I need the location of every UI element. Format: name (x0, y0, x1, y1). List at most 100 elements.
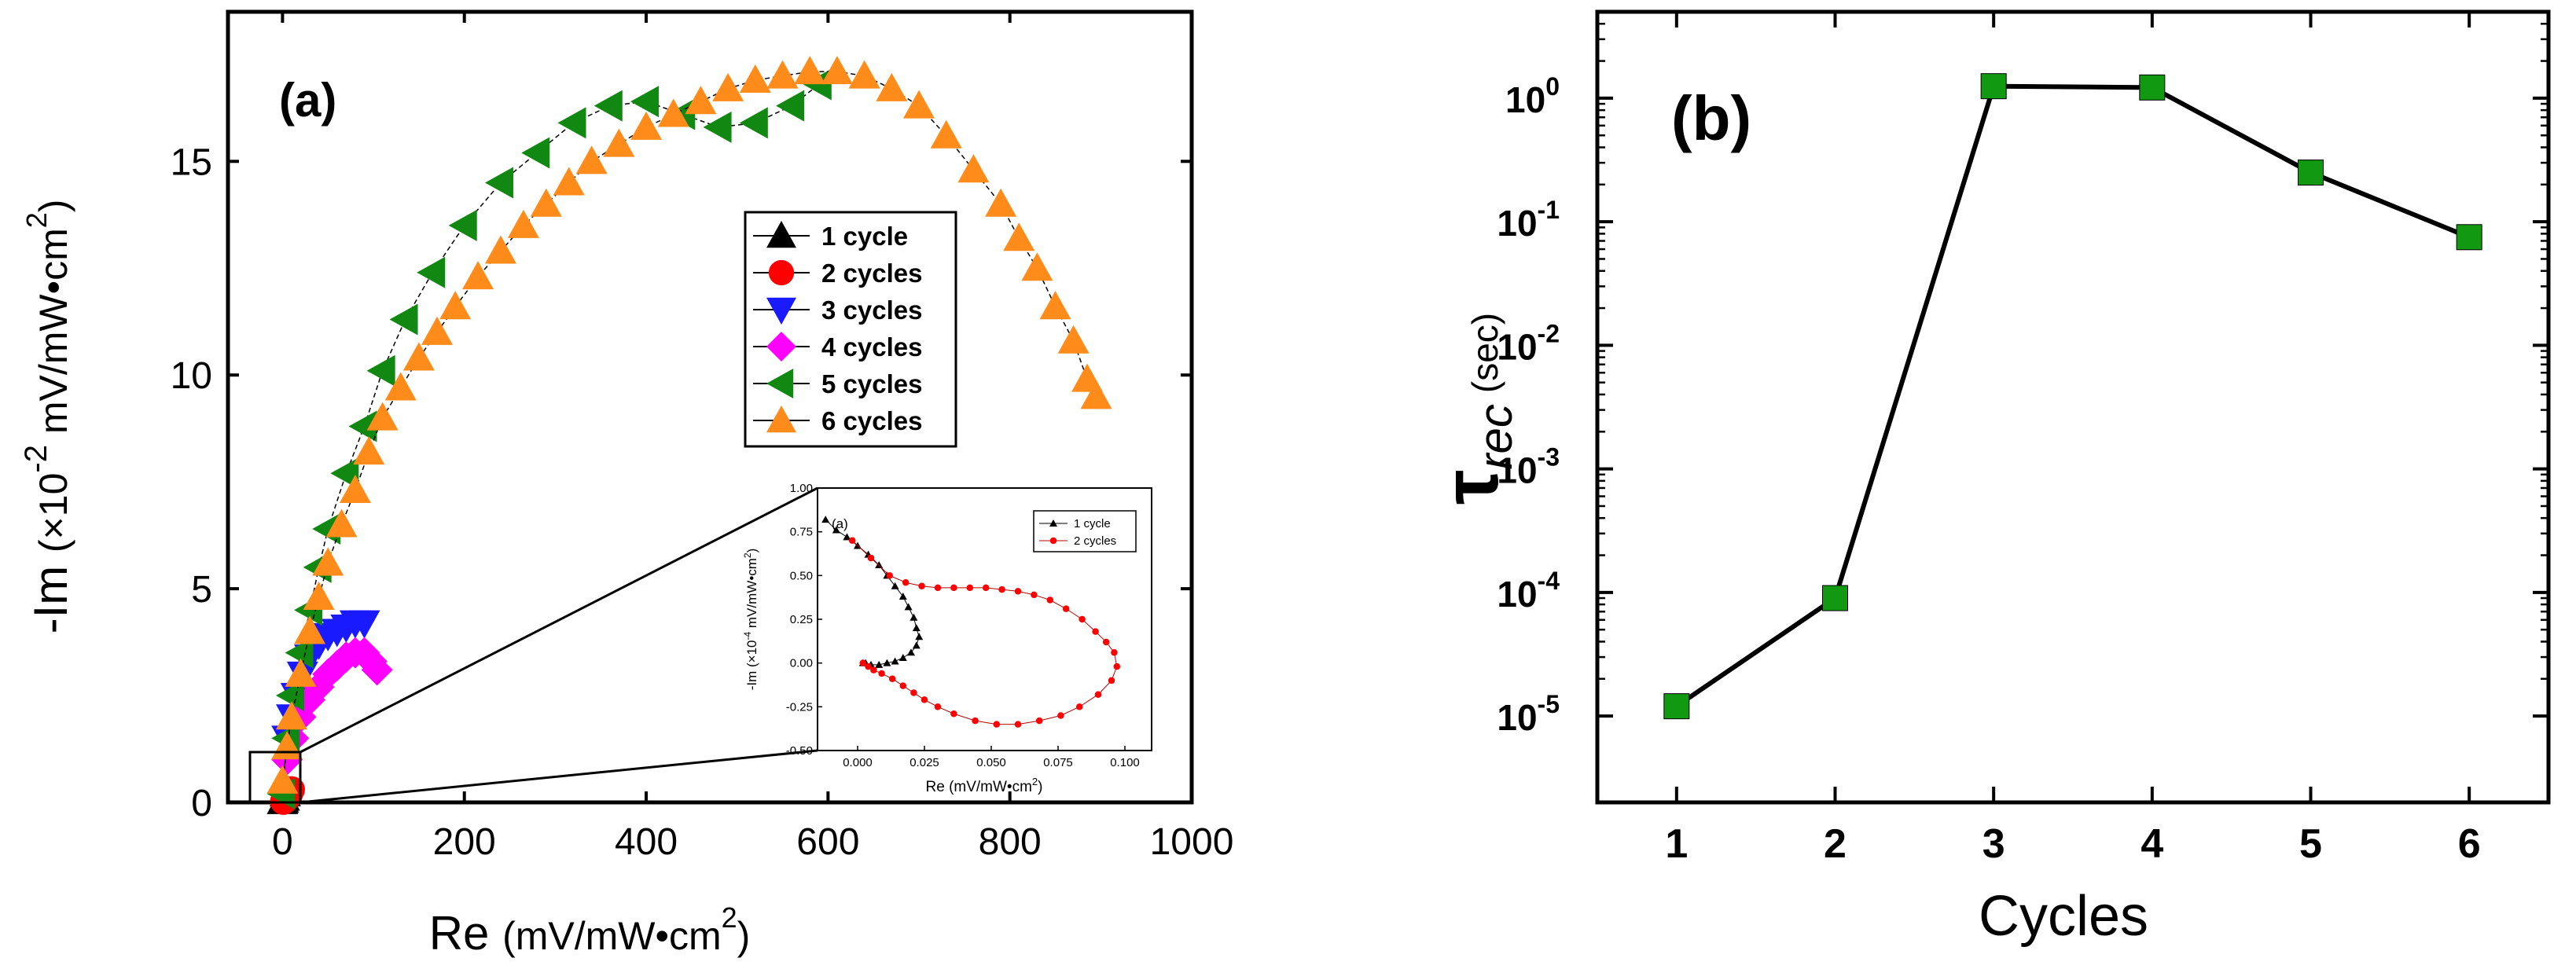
inset-ticks: 0.000 0.025 0.050 0.075 0.100 -0.50 -0.25 0.00 0… (786, 482, 1140, 769)
inset-data-point (1079, 615, 1086, 623)
inset-data-point (878, 670, 885, 677)
legend-box (744, 211, 957, 448)
data-point (521, 137, 550, 169)
inset-data-point (993, 721, 1001, 728)
zoom-connector-bottom (299, 749, 818, 804)
inset-y-tick-label: -0.50 (786, 744, 813, 758)
data-point (739, 64, 771, 94)
b-data-point (2298, 160, 2324, 186)
inset-series (821, 516, 1121, 728)
inset-data-point (875, 660, 884, 668)
b-y-tick-label: 10-3 (1497, 443, 1560, 491)
inset-data-point (950, 710, 957, 718)
data-point (766, 60, 799, 89)
inset-y-tick-label: 0.25 (790, 613, 813, 626)
data-point (703, 111, 732, 143)
panel-a-x-axis-title: Re (mV/mW•cm2) (429, 901, 751, 960)
data-point (285, 637, 314, 669)
data-point (417, 256, 446, 288)
inset-data-point (982, 584, 990, 592)
data-point (312, 547, 344, 576)
inset-data-point (899, 682, 907, 689)
inset-legend-label: 1 cycle (1074, 517, 1111, 530)
b-data-point (1663, 693, 1690, 720)
legend-marker (766, 221, 796, 248)
panel-a-series (266, 56, 1112, 815)
data-point (530, 188, 562, 217)
inset-x-tick-label: 0.025 (910, 756, 939, 769)
legend-marker (766, 332, 796, 362)
legend-marker (766, 297, 796, 325)
inset-data-point (972, 717, 979, 725)
b-x-tick-label: 1 (1665, 821, 1688, 867)
panel-a-label: (a) (279, 74, 336, 127)
b-y-tick-exp: 0 (1545, 72, 1560, 101)
data-point (348, 610, 380, 639)
b-y-tick-base: 10 (1497, 326, 1537, 367)
b-y-tick-exp: -4 (1538, 567, 1560, 595)
data-point (803, 68, 832, 101)
data-point (448, 209, 477, 241)
y-tick-label: 5 (191, 569, 212, 611)
inset-data-point (888, 675, 896, 682)
data-point (484, 167, 513, 199)
inset-data-point (1062, 605, 1070, 612)
data-point (384, 372, 417, 401)
panel-a-legend: 1 cycle 2 cycles 3 cycles 4 cycles 5 cycles 6… (744, 211, 957, 448)
inset-data-point (907, 648, 915, 656)
inset-legend-marker (1049, 537, 1057, 545)
data-point (848, 60, 880, 89)
inset-data-point (918, 582, 925, 589)
data-point (389, 303, 418, 336)
data-point (507, 209, 539, 238)
inset-legend-label: 2 cycles (1074, 534, 1116, 548)
legend-label: 4 cycles (821, 332, 922, 362)
inset-data-point (1092, 628, 1099, 635)
data-point (1039, 291, 1071, 320)
data-point (266, 765, 299, 794)
data-point (1080, 380, 1112, 409)
data-point (462, 261, 494, 290)
inset-data-point (859, 659, 867, 666)
inset-data-point (966, 584, 974, 592)
inset-data-point (1102, 638, 1110, 646)
b-data-point (2456, 224, 2482, 251)
data-point (303, 581, 335, 610)
inset-data-point (883, 659, 891, 666)
legend-label: 5 cycles (821, 369, 922, 398)
x-tick-label: 800 (979, 821, 1042, 863)
inset-data-point (921, 696, 928, 703)
inset-x-axis-title: Re (mV/mW•cm2) (926, 776, 1043, 795)
data-point (575, 145, 608, 174)
inset-data-point (912, 641, 921, 649)
inset-data-point (821, 516, 830, 523)
inset-x-tick-label: 0.075 (1043, 756, 1073, 769)
inset-data-point (1014, 588, 1022, 595)
data-point (985, 188, 1017, 217)
inset-data-point (1031, 591, 1038, 599)
data-point (366, 354, 395, 387)
inset-data-point (934, 703, 942, 710)
inset-data-point (886, 572, 894, 579)
data-point (353, 436, 385, 465)
legend-label: 6 cycles (821, 406, 922, 435)
data-point (484, 235, 516, 264)
data-point (794, 56, 826, 85)
data-point (657, 98, 689, 127)
b-data-point (1980, 73, 2007, 100)
inset-data-point (902, 578, 910, 586)
b-y-tick-label: 100 (1505, 72, 1560, 120)
inset-data-point (1046, 596, 1054, 604)
panel-a: 0 200 400 600 800 1000 0 5 10 15 (a) 1 cycle 2 cy… (19, 9, 1233, 960)
inset-data-point (865, 663, 872, 670)
inset-data-point (848, 537, 856, 545)
inset-legend: 1 cycle 2 cycles (1033, 510, 1137, 552)
b-y-tick-base: 10 (1497, 203, 1537, 244)
data-point (957, 154, 990, 183)
inset-data-point (1035, 717, 1043, 725)
data-point (275, 680, 304, 712)
inset-data-point (875, 560, 884, 568)
y-tick-label: 0 (191, 783, 212, 824)
data-point (1057, 325, 1090, 354)
